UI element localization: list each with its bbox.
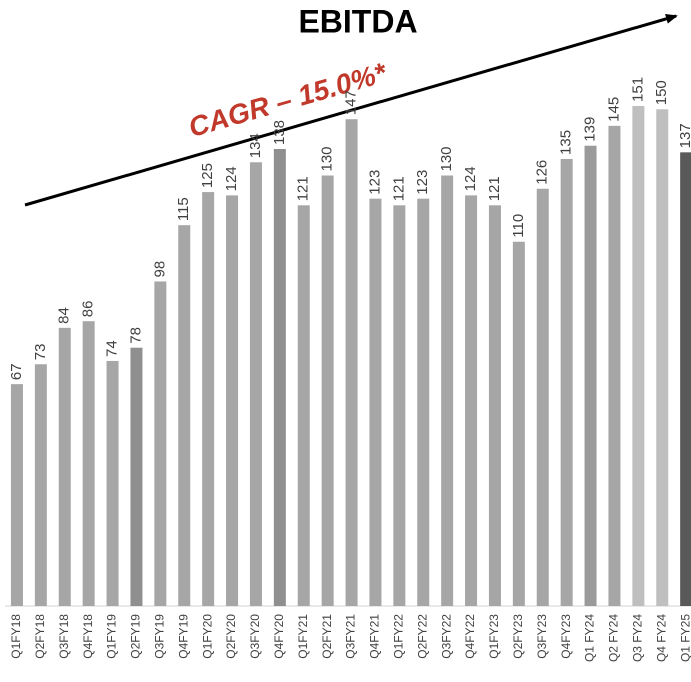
value-label: 135 [558,130,575,155]
value-label: 145 [605,97,622,122]
bar [297,205,310,607]
bar [273,149,286,606]
value-label: 123 [414,170,431,195]
bar [369,198,382,606]
bar [680,152,691,606]
bar [465,195,478,606]
value-label: 98 [151,261,168,278]
bar [345,119,358,607]
value-label: 78 [127,327,144,344]
bar [10,384,23,606]
x-tick-label: Q1FY18 [9,614,23,659]
bar [34,364,47,606]
bar [82,321,95,606]
x-tick-label: Q2FY21 [320,614,334,659]
value-label: 139 [582,117,599,142]
value-label: 125 [199,163,216,188]
x-tick-label: Q3FY20 [248,614,262,659]
value-label: 138 [271,120,288,145]
x-tick-label: Q2 FY24 [607,614,621,662]
value-label: 130 [438,146,455,171]
bar [417,198,430,606]
x-tick-label: Q4FY19 [176,614,190,659]
chart-title: EBITDA [298,3,417,39]
value-label: 151 [629,77,646,102]
value-label: 130 [319,146,336,171]
bar [393,205,406,607]
x-tick-label: Q2FY18 [33,614,47,659]
x-tick-label: Q1 FY25 [678,614,691,662]
x-tick-label: Q4FY23 [559,614,573,659]
bar [154,281,167,606]
bar [584,145,597,606]
value-label: 124 [462,166,479,191]
value-label: 123 [366,170,383,195]
x-tick-label: Q3FY21 [344,614,358,659]
x-tick-label: Q1 FY24 [583,614,597,662]
value-label: 124 [223,166,240,191]
x-tick-label: Q3FY22 [439,614,453,659]
value-label: 134 [247,133,264,158]
value-label: 121 [390,176,407,201]
value-label: 86 [80,301,97,318]
x-tick-label: Q2FY20 [224,614,238,659]
bar [656,109,669,606]
bar [106,360,119,606]
value-label: 137 [677,123,691,148]
value-label: 147 [343,90,360,115]
bar [560,158,573,607]
x-tick-label: Q3FY19 [153,614,167,659]
x-tick-label: Q2FY22 [415,614,429,659]
x-tick-label: Q1FY19 [105,614,119,659]
trend-arrow [24,13,678,207]
x-tick-label: Q2FY23 [511,614,525,659]
bar [130,347,143,606]
bar [512,241,525,606]
bar [202,192,215,607]
x-tick-label: Q2FY19 [129,614,143,659]
value-label: 121 [486,176,503,201]
value-label: 150 [653,80,670,105]
bar [608,125,621,607]
x-tick-label: Q1FY21 [296,614,310,659]
x-tick-label: Q3 FY24 [631,614,645,662]
x-tick-label: Q1FY20 [200,614,214,659]
bar [488,205,501,607]
bar [632,105,645,606]
x-tick-label: Q3FY23 [535,614,549,659]
x-tick-label: Q4FY22 [463,614,477,659]
x-tick-label: Q1FY22 [392,614,406,659]
bar [321,175,334,607]
x-tick-label: Q4FY21 [368,614,382,659]
x-tick-label: Q1FY23 [487,614,501,659]
value-label: 67 [8,363,25,380]
value-label: 73 [32,344,49,361]
x-tick-label: Q4 FY24 [654,614,668,662]
bar [58,327,71,606]
bar [226,195,239,606]
value-label: 74 [104,340,121,357]
bar [441,175,454,607]
value-label: 126 [534,160,551,185]
bar [178,225,191,606]
x-tick-label: Q3FY18 [57,614,71,659]
bar [249,162,262,606]
value-label: 110 [510,214,527,238]
bar [536,188,549,607]
x-tick-label: Q4FY18 [81,614,95,659]
value-label: 121 [295,176,312,201]
value-label: 84 [56,307,73,324]
value-label: 115 [175,197,192,221]
x-tick-label: Q4FY20 [272,614,286,659]
